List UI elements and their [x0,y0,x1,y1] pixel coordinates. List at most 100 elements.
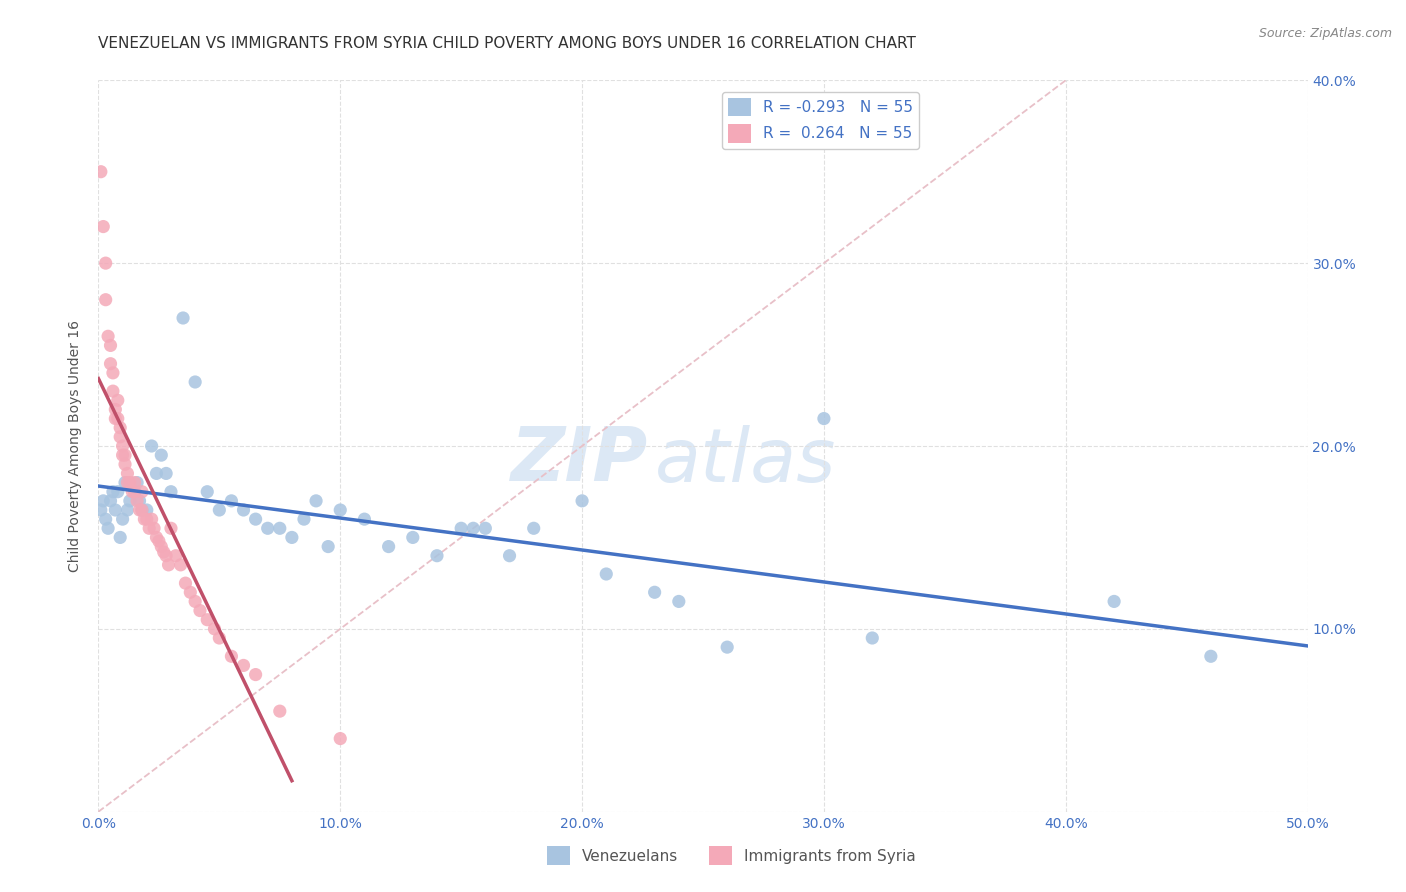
Text: ZIP: ZIP [512,424,648,497]
Point [595,567,617,582]
Point [165,549,187,563]
Point [135,512,157,526]
Point [174,576,197,591]
Point [91,219,114,234]
Point [269,704,291,718]
Point [124,484,146,499]
Point [135,503,157,517]
Legend: R = -0.293   N = 55, R =  0.264   N = 55: R = -0.293 N = 55, R = 0.264 N = 55 [721,92,920,149]
Point [1199,649,1222,664]
Text: VENEZUELAN VS IMMIGRANTS FROM SYRIA CHILD POVERTY AMONG BOYS UNDER 16 CORRELATIO: VENEZUELAN VS IMMIGRANTS FROM SYRIA CHIL… [98,36,917,51]
Point [118,475,141,490]
Point [292,512,315,526]
Point [474,521,496,535]
Point [150,540,173,554]
Point [94,512,117,526]
Point [450,521,472,535]
Point [329,503,352,517]
Point [208,631,231,645]
Point [124,475,146,490]
Point [860,631,883,645]
Point [150,448,173,462]
Point [179,585,201,599]
Point [155,467,177,481]
Point [256,521,278,535]
Point [232,658,254,673]
Point [128,494,150,508]
Text: atlas: atlas [655,425,837,497]
Point [131,484,153,499]
Point [152,545,174,559]
Point [114,457,136,471]
Point [104,503,127,517]
Point [172,310,194,325]
Point [498,549,520,563]
Point [107,393,129,408]
Point [245,667,267,681]
Point [281,530,304,544]
Point [169,558,191,572]
Point [117,475,139,490]
Point [208,503,231,517]
Point [124,484,146,499]
Point [111,448,134,462]
Point [97,521,120,535]
Point [108,530,131,544]
Point [644,585,666,599]
Point [118,494,141,508]
Point [97,329,120,343]
Point [245,512,267,526]
Point [94,293,117,307]
Legend: Venezuelans, Immigrants from Syria: Venezuelans, Immigrants from Syria [540,840,922,871]
Point [131,503,153,517]
Point [107,484,129,499]
Point [160,484,183,499]
Point [155,549,177,563]
Point [188,603,211,617]
Point [195,484,218,499]
Point [101,484,124,499]
Point [269,521,291,535]
Point [117,503,139,517]
Point [668,594,690,608]
Point [91,494,114,508]
Point [402,530,425,544]
Point [316,540,339,554]
Point [100,338,122,352]
Point [1102,594,1125,608]
Point [121,484,143,499]
Point [523,521,546,535]
Point [232,503,254,517]
Point [114,448,136,462]
Point [145,467,167,481]
Point [127,494,149,508]
Point [353,512,375,526]
Text: Source: ZipAtlas.com: Source: ZipAtlas.com [1258,27,1392,40]
Point [101,384,124,398]
Point [100,494,122,508]
Y-axis label: Child Poverty Among Boys Under 16: Child Poverty Among Boys Under 16 [69,320,83,572]
Point [377,540,399,554]
Point [221,494,243,508]
Point [138,521,160,535]
Point [108,421,131,435]
Point [90,503,112,517]
Point [94,256,117,270]
Point [114,475,136,490]
Point [571,494,593,508]
Point [305,494,328,508]
Point [134,512,156,526]
Point [184,375,207,389]
Point [184,594,207,608]
Point [100,357,122,371]
Point [128,503,150,517]
Point [813,411,835,425]
Point [108,430,131,444]
Point [107,411,129,425]
Point [195,613,218,627]
Point [221,649,243,664]
Point [716,640,738,655]
Point [426,549,449,563]
Point [145,530,167,544]
Point [329,731,352,746]
